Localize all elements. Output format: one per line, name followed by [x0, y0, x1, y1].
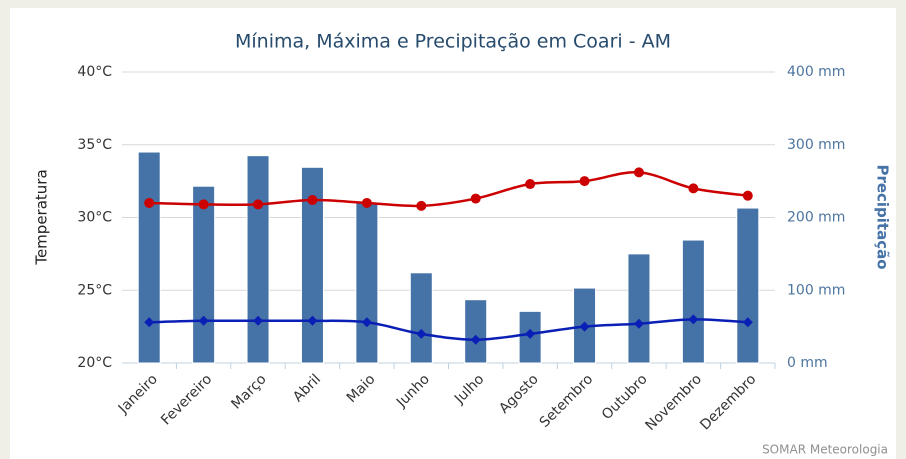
y2-tick-label: 200 mm: [787, 210, 845, 226]
y-tick-label: 20°C: [77, 355, 112, 371]
y-tick-label: 25°C: [77, 282, 112, 298]
marker: [470, 193, 481, 204]
y2-axis-title: Precipitação: [874, 164, 892, 269]
bar: [192, 185, 216, 364]
marker: [742, 317, 753, 328]
y2-tick-label: 300 mm: [787, 137, 845, 153]
marker: [198, 199, 209, 210]
bar: [736, 207, 760, 364]
marker: [416, 200, 427, 211]
bar: [464, 299, 488, 364]
marker: [361, 317, 372, 328]
marker: [253, 199, 264, 210]
chart-title: Mínima, Máxima e Precipitação em Coari -…: [235, 31, 671, 53]
marker: [307, 315, 318, 326]
marker: [688, 314, 699, 325]
marker: [525, 328, 536, 339]
marker: [361, 197, 372, 208]
marker: [307, 195, 318, 206]
bar: [246, 155, 270, 364]
marker: [144, 317, 155, 328]
bar: [681, 239, 705, 364]
marker: [525, 179, 536, 190]
marker: [579, 176, 590, 187]
marker: [470, 334, 481, 345]
marker: [579, 321, 590, 332]
credit: SOMAR Meteorologia: [762, 443, 888, 457]
marker: [742, 190, 753, 201]
marker: [144, 197, 155, 208]
bar: [627, 253, 651, 364]
marker: [688, 183, 699, 194]
bar: [355, 202, 379, 364]
marker: [633, 167, 644, 178]
marker: [253, 315, 264, 326]
bar: [300, 166, 324, 364]
marker: [633, 318, 644, 329]
y2-tick-label: 0 mm: [787, 355, 828, 371]
marker: [416, 328, 427, 339]
y-tick-label: 30°C: [77, 210, 112, 226]
y2-tick-label: 400 mm: [787, 64, 845, 80]
y-tick-label: 35°C: [77, 137, 112, 153]
y-tick-label: 40°C: [77, 64, 112, 80]
bar: [409, 272, 433, 364]
y2-tick-label: 100 mm: [787, 282, 845, 298]
marker: [198, 315, 209, 326]
y-axis-title: Temperatura: [33, 169, 51, 265]
bar: [137, 151, 161, 364]
